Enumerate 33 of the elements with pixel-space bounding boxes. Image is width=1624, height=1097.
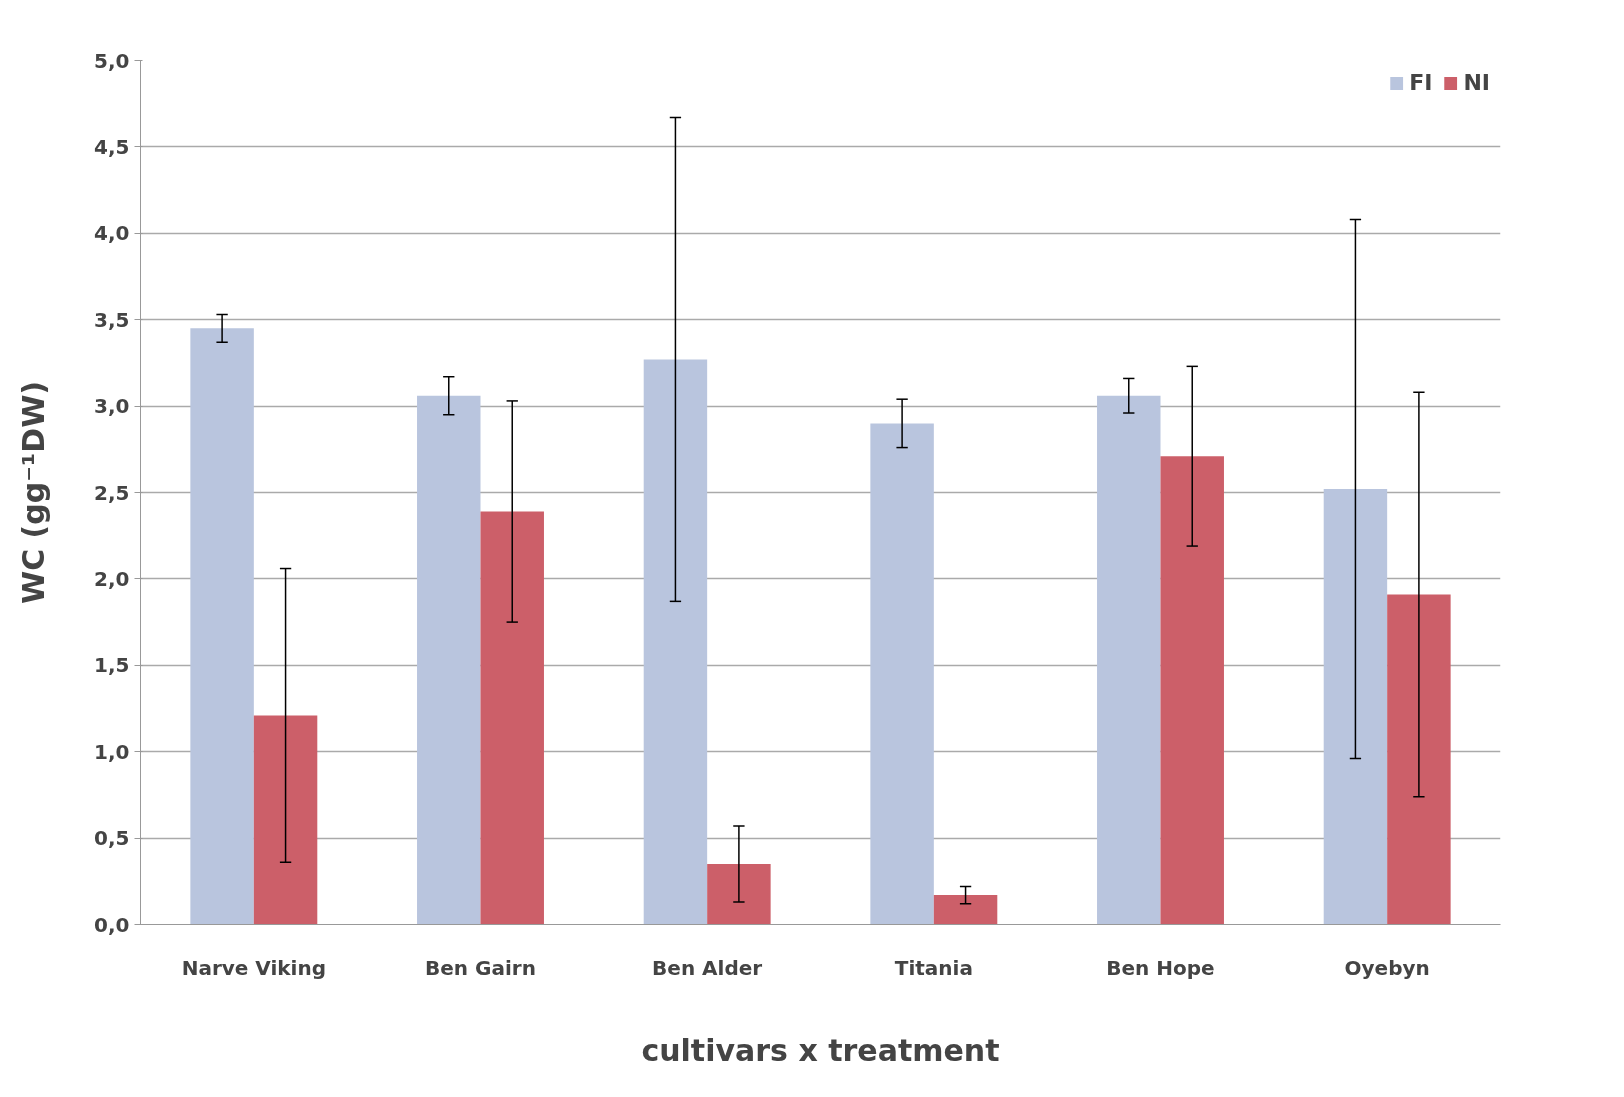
x-tick-label: Ben Gairn <box>425 955 536 980</box>
y-tick-label: 3,0 <box>94 394 130 419</box>
bar <box>417 395 481 925</box>
bar <box>643 359 708 925</box>
y-tick-label: 4,0 <box>94 221 130 246</box>
y-axis-title: WC (gg⁻¹DW) <box>16 381 52 604</box>
bar <box>1323 489 1388 925</box>
y-tick-label: 0,5 <box>94 826 130 851</box>
bar <box>933 895 998 925</box>
y-tick-label: 5,0 <box>94 48 130 73</box>
y-tick-label: 1,5 <box>94 653 130 678</box>
x-tick-label: Oyebyn <box>1344 955 1430 980</box>
bar <box>190 328 254 925</box>
bar <box>870 423 934 925</box>
bar <box>1097 395 1161 925</box>
x-tick-label: Titania <box>894 955 973 980</box>
y-tick-label: 2,0 <box>94 566 130 591</box>
bar <box>253 715 318 925</box>
y-tick-label: 1,0 <box>94 739 130 764</box>
x-axis-title: cultivars x treatment <box>641 1032 1000 1068</box>
legend-label: FI <box>1409 70 1433 95</box>
y-tick-label: 3,5 <box>94 307 130 332</box>
x-tick-label: Narve Viking <box>181 955 327 980</box>
y-tick-label: 4,5 <box>94 134 130 159</box>
bar <box>480 511 544 925</box>
x-tick-label: Ben Alder <box>652 955 763 980</box>
bar <box>1387 594 1451 925</box>
bar <box>1160 456 1224 925</box>
y-tick-label: 0,0 <box>94 912 130 937</box>
y-tick-label: 2,5 <box>94 480 130 505</box>
bar <box>707 864 771 925</box>
x-tick-label: Ben Hope <box>1106 955 1215 980</box>
legend-label: NI <box>1463 70 1490 95</box>
